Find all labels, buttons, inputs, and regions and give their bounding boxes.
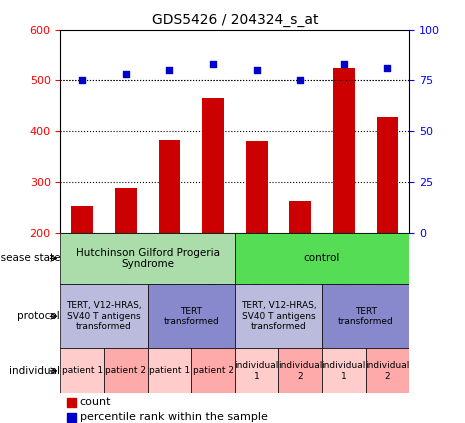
Text: individual
2: individual 2 [365, 361, 410, 381]
Text: patient 2: patient 2 [193, 366, 233, 375]
FancyBboxPatch shape [279, 349, 322, 393]
Title: GDS5426 / 204324_s_at: GDS5426 / 204324_s_at [152, 13, 318, 27]
Text: protocol: protocol [17, 311, 60, 321]
FancyBboxPatch shape [235, 349, 279, 393]
Point [340, 61, 347, 68]
FancyBboxPatch shape [148, 349, 191, 393]
Text: patient 1: patient 1 [149, 366, 190, 375]
Text: individual
1: individual 1 [322, 361, 366, 381]
FancyBboxPatch shape [235, 284, 322, 349]
Bar [67, 398, 76, 407]
Point [166, 67, 173, 74]
FancyBboxPatch shape [191, 349, 235, 393]
Text: individual
1: individual 1 [234, 361, 279, 381]
Point [297, 77, 304, 84]
FancyBboxPatch shape [60, 349, 104, 393]
FancyBboxPatch shape [322, 349, 365, 393]
Text: count: count [80, 397, 111, 407]
Text: Hutchinson Gilford Progeria
Syndrome: Hutchinson Gilford Progeria Syndrome [76, 247, 219, 269]
Text: percentile rank within the sample: percentile rank within the sample [80, 412, 267, 422]
Text: TERT, V12-HRAS,
SV40 T antigens
transformed: TERT, V12-HRAS, SV40 T antigens transfor… [240, 301, 316, 331]
FancyBboxPatch shape [60, 284, 148, 349]
Text: disease state: disease state [0, 253, 60, 264]
Bar [71, 206, 93, 233]
Bar [246, 141, 267, 233]
Bar [67, 413, 76, 421]
Point [384, 65, 391, 71]
Bar [289, 201, 311, 233]
Point [122, 71, 130, 78]
FancyBboxPatch shape [365, 349, 409, 393]
FancyBboxPatch shape [235, 233, 409, 284]
Bar [115, 189, 137, 233]
Text: control: control [304, 253, 340, 264]
Text: TERT, V12-HRAS,
SV40 T antigens
transformed: TERT, V12-HRAS, SV40 T antigens transfor… [66, 301, 142, 331]
Text: TERT
transformed: TERT transformed [338, 307, 393, 326]
Text: individual
2: individual 2 [278, 361, 322, 381]
Point [79, 77, 86, 84]
Text: patient 1: patient 1 [62, 366, 103, 375]
Bar [202, 98, 224, 233]
Bar [159, 140, 180, 233]
Point [209, 61, 217, 68]
Bar [333, 68, 355, 233]
FancyBboxPatch shape [322, 284, 409, 349]
Text: patient 2: patient 2 [106, 366, 146, 375]
Text: individual: individual [9, 366, 60, 376]
FancyBboxPatch shape [104, 349, 148, 393]
Text: TERT
transformed: TERT transformed [163, 307, 219, 326]
FancyBboxPatch shape [148, 284, 235, 349]
Bar [377, 117, 399, 233]
FancyBboxPatch shape [60, 233, 235, 284]
Point [253, 67, 260, 74]
